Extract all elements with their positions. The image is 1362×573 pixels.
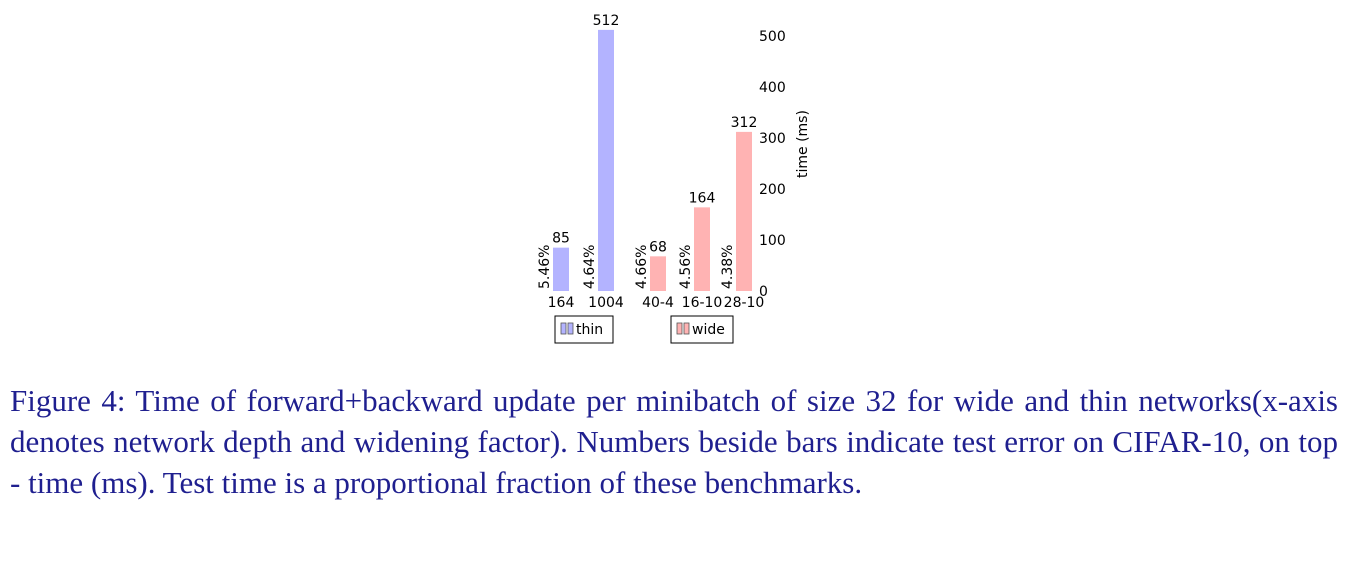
y-tick-label: 100 bbox=[759, 233, 786, 249]
y-tick-label: 300 bbox=[759, 131, 786, 147]
y-tick-label: 400 bbox=[759, 80, 786, 96]
x-tick-label: 28-10 bbox=[724, 295, 765, 311]
y-tick-label: 200 bbox=[759, 182, 786, 198]
value-label: 312 bbox=[731, 115, 758, 131]
bar-wide-28-10 bbox=[736, 131, 752, 291]
legend-label-thin: thin bbox=[576, 322, 603, 338]
value-label: 68 bbox=[649, 239, 667, 255]
error-label: 4.38% bbox=[720, 245, 736, 289]
y-tick-label: 0 bbox=[759, 284, 768, 300]
error-label: 4.64% bbox=[582, 245, 598, 289]
error-label: 4.66% bbox=[634, 245, 650, 289]
y-tick-label: 500 bbox=[759, 29, 786, 45]
bar-thin-1004 bbox=[598, 29, 614, 291]
error-label: 4.56% bbox=[678, 245, 694, 289]
plot-area: 855.46% 164 512 4.64% 1004 684.66% 40-4 164 4.56… bbox=[537, 13, 764, 311]
value-label: 85 bbox=[552, 231, 570, 247]
legend-swatch bbox=[676, 322, 683, 335]
bar-chart: 855.46% 164 512 4.64% 1004 684.66% 40-4 164 4.56… bbox=[537, 13, 811, 344]
legends: thin wide bbox=[554, 315, 734, 344]
y-axis: 0 100 200 300 400 500 bbox=[759, 29, 786, 300]
x-tick-label: 40-4 bbox=[642, 295, 674, 311]
x-tick-label: 16-10 bbox=[682, 295, 723, 311]
legend-swatch bbox=[683, 322, 690, 335]
legend-swatch bbox=[560, 322, 567, 335]
legend-swatch bbox=[567, 322, 574, 335]
bar-thin-164 bbox=[553, 247, 569, 291]
bar-wide-40-4 bbox=[650, 256, 666, 291]
legend-label-wide: wide bbox=[692, 322, 725, 338]
x-tick-label: 164 bbox=[548, 295, 575, 311]
figure-caption: Figure 4: Time of forward+backward updat… bbox=[10, 383, 1338, 500]
value-label: 512 bbox=[593, 13, 620, 29]
x-tick-label: 1004 bbox=[588, 295, 624, 311]
y-axis-label: time (ms) bbox=[795, 110, 811, 178]
bar-wide-16-10 bbox=[694, 207, 710, 291]
error-label: 5.46% bbox=[537, 245, 553, 289]
value-label: 164 bbox=[689, 190, 716, 206]
